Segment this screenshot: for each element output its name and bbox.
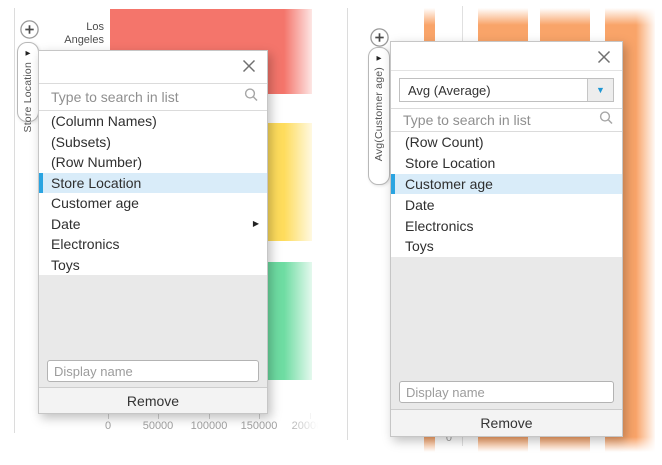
selection-bar	[39, 172, 43, 193]
list-item-with-submenu[interactable]: Date ▶	[39, 214, 267, 235]
search-row	[391, 108, 622, 132]
column-list: (Row Count) Store Location Customer age …	[391, 132, 622, 257]
right-chart-left-edge-line	[347, 8, 348, 440]
y-axis-selector-tab[interactable]: ▶ Store Location	[17, 42, 39, 133]
list-item-label: Store Location	[51, 174, 142, 191]
tab-expand-icon: ▶	[25, 50, 31, 57]
list-item-label: Electronics	[51, 236, 120, 253]
search-input[interactable]	[39, 84, 267, 110]
tab-expand-icon: ▶	[376, 55, 382, 62]
list-item-label: Store Location	[405, 155, 496, 172]
y-axis-tab-label: Store Location	[22, 62, 34, 133]
list-item-label: Toys	[405, 238, 434, 255]
list-item[interactable]: Toys	[39, 255, 267, 276]
remove-button[interactable]: Remove	[39, 387, 267, 413]
list-item[interactable]: (Row Count)	[391, 132, 622, 153]
list-item-label: (Row Count)	[405, 134, 484, 151]
dropdown-open-button[interactable]: ▼	[587, 79, 613, 101]
list-item-selected[interactable]: Customer age	[391, 173, 622, 195]
add-axis-button[interactable]	[20, 20, 39, 39]
y-tick-label: 0	[445, 432, 452, 444]
chevron-down-icon: ▼	[596, 84, 605, 95]
aggregation-dropdown[interactable]: Avg (Average) ▼	[399, 78, 614, 102]
close-icon	[597, 50, 611, 64]
list-item[interactable]: (Row Number)	[39, 152, 267, 173]
left-screenshot-edge-fade	[284, 0, 328, 465]
list-item-label: Customer age	[405, 175, 493, 192]
y-axis-tab-label: Avg(Customer age)	[373, 67, 385, 162]
header-separator	[391, 70, 622, 71]
x-tick-label: 150000	[240, 420, 278, 432]
x-tick	[108, 413, 109, 419]
close-button[interactable]	[596, 50, 612, 66]
x-tick	[259, 413, 260, 419]
list-item-label: (Column Names)	[51, 113, 157, 130]
list-item-label: Date	[405, 196, 435, 213]
right-screenshot-edge-fade	[636, 0, 662, 465]
list-item-selected[interactable]: Store Location	[39, 172, 267, 193]
list-item-label: Customer age	[51, 195, 139, 212]
left-chart-axis-line	[14, 8, 15, 433]
column-selector-popup-right: Avg (Average) ▼ (Row Count) Store Locati…	[390, 41, 623, 437]
list-item[interactable]: (Column Names)	[39, 111, 267, 132]
aggregation-value: Avg (Average)	[408, 82, 491, 98]
selection-bar	[391, 173, 395, 195]
list-item-label: Toys	[51, 256, 80, 273]
category-label-line1: Los	[86, 21, 104, 33]
x-tick	[158, 413, 159, 419]
list-item-label: (Subsets)	[51, 133, 111, 150]
plus-icon	[20, 20, 39, 39]
list-item[interactable]: Electronics	[39, 234, 267, 255]
search-icon	[244, 88, 258, 107]
list-item-label: (Row Number)	[51, 154, 143, 171]
search-icon	[599, 111, 613, 130]
close-button[interactable]	[241, 59, 257, 75]
column-list: (Column Names) (Subsets) (Row Number) St…	[39, 111, 267, 275]
list-item[interactable]: Date	[391, 194, 622, 215]
category-label-los-angeles: Los Angeles	[44, 21, 104, 47]
x-tick-label: 100000	[190, 420, 228, 432]
category-label-line2: Angeles	[64, 34, 104, 46]
x-tick	[209, 413, 210, 419]
list-item-label: Date	[51, 215, 81, 232]
display-name-input[interactable]	[399, 381, 614, 403]
close-icon	[242, 59, 256, 73]
panel-filler	[391, 257, 622, 436]
x-tick-label: 0	[104, 420, 112, 432]
list-item[interactable]: Store Location	[391, 153, 622, 174]
column-selector-popup-left: (Column Names) (Subsets) (Row Number) St…	[38, 50, 268, 414]
submenu-arrow-icon: ▶	[252, 219, 259, 229]
search-input[interactable]	[391, 109, 622, 131]
list-item[interactable]: (Subsets)	[39, 132, 267, 153]
list-item-label: Electronics	[405, 217, 474, 234]
list-item[interactable]: Customer age	[39, 193, 267, 214]
x-tick-label: 50000	[142, 420, 174, 432]
list-item[interactable]: Electronics	[391, 215, 622, 236]
search-row	[39, 83, 267, 111]
display-name-input[interactable]	[47, 360, 259, 382]
y-axis-selector-tab[interactable]: ▶ Avg(Customer age)	[368, 47, 390, 185]
list-item[interactable]: Toys	[391, 236, 622, 257]
remove-button[interactable]: Remove	[391, 409, 622, 436]
plus-icon	[370, 28, 389, 47]
add-axis-button[interactable]	[370, 28, 389, 47]
